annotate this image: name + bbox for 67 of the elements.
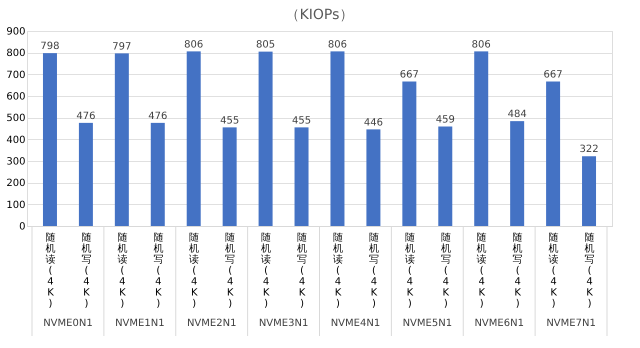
bar bbox=[330, 51, 344, 226]
bar bbox=[546, 81, 560, 226]
y-tick-label: 0 bbox=[19, 222, 26, 232]
text: NVME3N1 bbox=[258, 318, 308, 329]
data-label: 805 bbox=[256, 40, 276, 51]
x-tick-label: 随机写(4K) bbox=[584, 232, 595, 310]
x-tick-label: 随机读(4K) bbox=[261, 232, 272, 310]
data-label: 446 bbox=[364, 117, 383, 128]
x-tick-label: 随机写(4K) bbox=[297, 232, 308, 310]
y-tick-label: 500 bbox=[6, 113, 26, 124]
bar bbox=[42, 53, 57, 226]
data-label: 798 bbox=[40, 41, 60, 52]
bar bbox=[582, 156, 596, 226]
y-tick-label: 700 bbox=[6, 70, 26, 81]
data-label: 806 bbox=[184, 39, 204, 50]
x-tick-label: 随机读(4K) bbox=[332, 232, 343, 310]
text: NVME4N1 bbox=[330, 318, 380, 329]
x-tick-label: 随机写(4K) bbox=[81, 232, 92, 310]
y-tick-label: 600 bbox=[6, 92, 26, 102]
data-label: 459 bbox=[436, 114, 455, 126]
data-label: 484 bbox=[508, 109, 527, 120]
x-tick-label: 随机读(4K) bbox=[476, 232, 487, 310]
x-tick-label: 随机读(4K) bbox=[45, 232, 56, 310]
bar bbox=[222, 127, 237, 226]
data-label: 455 bbox=[292, 115, 312, 126]
data-label: 806 bbox=[472, 39, 491, 50]
text: NVME0N1 bbox=[43, 318, 93, 329]
bar bbox=[438, 126, 452, 226]
y-tick-label: 900 bbox=[6, 26, 26, 38]
bar bbox=[150, 122, 165, 226]
data-label: 806 bbox=[328, 39, 348, 50]
bar bbox=[186, 51, 201, 226]
text: NVME1N1 bbox=[115, 318, 165, 329]
text: NVME7N1 bbox=[546, 318, 596, 329]
bar bbox=[402, 81, 416, 226]
bar bbox=[294, 127, 309, 226]
chart-title: （KIOPs） bbox=[286, 7, 354, 23]
x-tick-label: 随机读(4K) bbox=[117, 232, 128, 310]
bar bbox=[474, 51, 488, 226]
text: NVME5N1 bbox=[402, 318, 452, 329]
x-tick-label: 随机写(4K) bbox=[368, 232, 379, 310]
x-tick-label: 随机写(4K) bbox=[512, 232, 523, 310]
data-label: 455 bbox=[220, 115, 240, 126]
data-label: 322 bbox=[579, 144, 599, 156]
data-label: 797 bbox=[112, 41, 132, 52]
x-tick-label: 随机读(4K) bbox=[404, 232, 415, 310]
y-tick-label: 400 bbox=[6, 134, 26, 146]
x-tick-label: 随机写(4K) bbox=[153, 232, 164, 310]
data-label: 667 bbox=[400, 69, 419, 80]
y-tick-label: 800 bbox=[6, 48, 26, 60]
data-label: 476 bbox=[148, 110, 168, 122]
bar bbox=[258, 52, 273, 226]
x-tick-label: 随机写(4K) bbox=[440, 232, 451, 310]
y-tick-label: 100 bbox=[6, 200, 26, 211]
data-label: 667 bbox=[544, 69, 563, 80]
bar bbox=[366, 129, 380, 226]
data-label: 476 bbox=[76, 110, 96, 122]
text: NVME2N1 bbox=[186, 318, 236, 329]
x-tick-label: 随机写(4K) bbox=[225, 232, 236, 310]
text: NVME6N1 bbox=[474, 318, 524, 329]
y-tick-label: 200 bbox=[6, 178, 26, 190]
bar bbox=[114, 53, 129, 226]
y-tick-label: 300 bbox=[6, 156, 26, 168]
x-tick-label: 随机读(4K) bbox=[189, 232, 200, 310]
bar bbox=[78, 122, 93, 226]
x-tick-label: 随机读(4K) bbox=[548, 232, 559, 310]
bar bbox=[510, 121, 524, 226]
